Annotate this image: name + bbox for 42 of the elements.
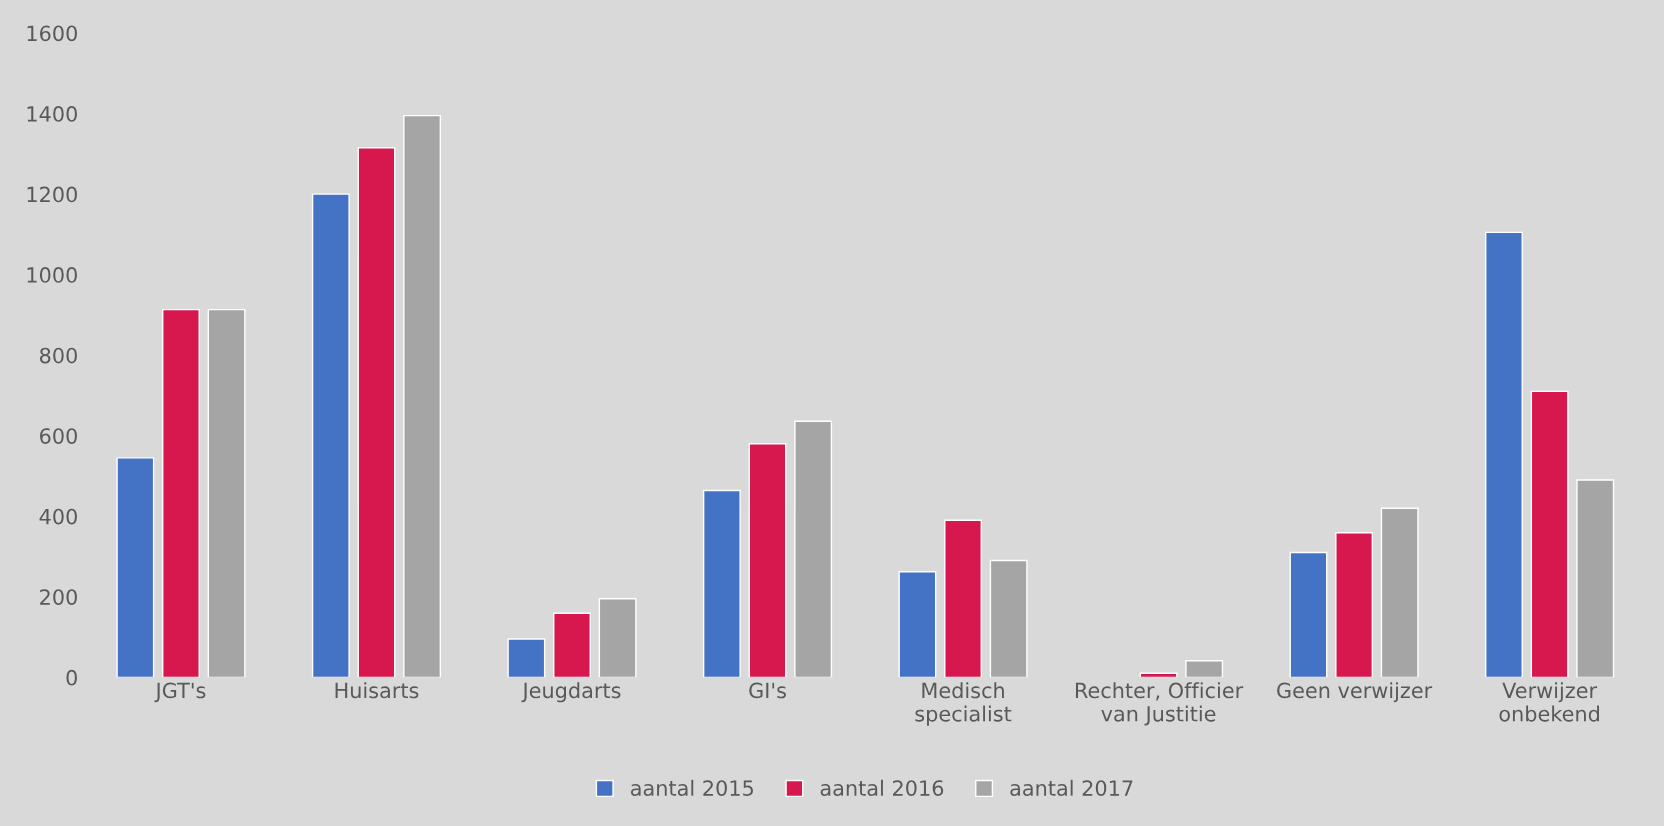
y-tick-label: 200 [40, 589, 77, 605]
bar [898, 571, 937, 678]
bar [1380, 507, 1419, 678]
bar [944, 519, 982, 678]
bar [1485, 231, 1523, 678]
y-tick-label: 0 [66, 669, 77, 686]
x-tick-label: Rechter, Officier van Justitie [1075, 682, 1244, 726]
y-tick-label: 1200 [27, 186, 77, 203]
bar [1289, 551, 1328, 678]
bar [1335, 532, 1374, 678]
x-tick-label: Verwijzer onbekend [1499, 682, 1599, 722]
y-tick-label: 600 [40, 428, 77, 444]
bar [989, 559, 1028, 678]
legend-label: aantal 2017 [1010, 779, 1133, 796]
y-tick-label: 400 [39, 508, 77, 525]
bar [794, 420, 833, 678]
bar [507, 638, 546, 678]
x-tick-label: Geen verwijzer [1277, 682, 1433, 703]
bar [207, 308, 246, 678]
bar [311, 193, 350, 678]
bar [748, 443, 787, 678]
y-tick-label: 1600 [27, 25, 77, 42]
bar [1185, 660, 1224, 678]
x-tick-label: GI's [749, 682, 786, 699]
bar [116, 457, 155, 678]
legend-label: aantal 2015 [630, 779, 753, 796]
bar [357, 147, 396, 678]
x-tick-label: Huisarts [335, 682, 419, 699]
y-tick-label: 800 [39, 347, 77, 364]
y-tick-label: 1000 [27, 267, 77, 283]
bar [403, 114, 442, 678]
bar [162, 308, 200, 678]
x-tick-label: Medisch specialist [915, 682, 1012, 726]
legend-label: aantal 2016 [820, 779, 944, 796]
y-tick-label: 1400 [27, 106, 77, 122]
bar [598, 598, 637, 678]
x-tick-label: JGT's [154, 682, 206, 703]
x-tick-label: Jeugdarts [521, 682, 621, 703]
bar [1530, 390, 1569, 678]
bar [1576, 479, 1615, 678]
bar [553, 612, 591, 678]
bar [702, 489, 741, 678]
